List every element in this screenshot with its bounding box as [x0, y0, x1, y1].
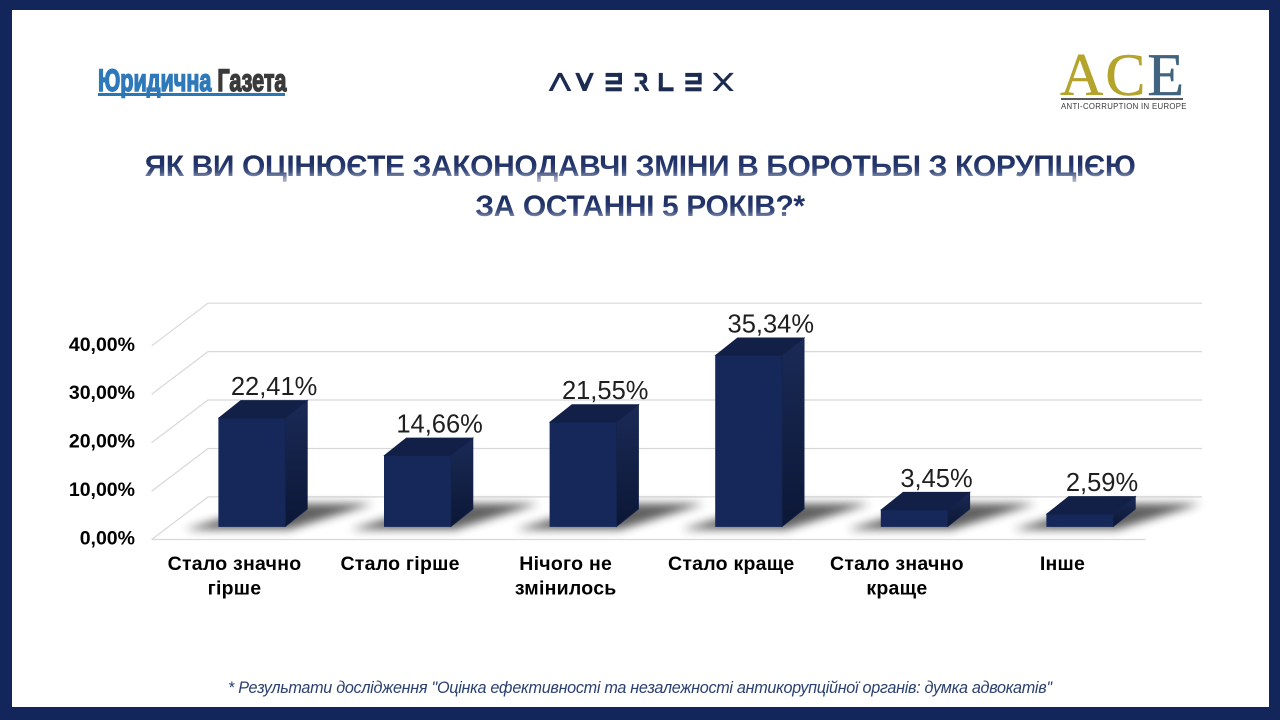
svg-text:22,41%: 22,41% — [231, 373, 318, 401]
svg-text:40,00%: 40,00% — [69, 334, 135, 356]
svg-text:3,45%: 3,45% — [900, 465, 972, 493]
svg-text:14,66%: 14,66% — [396, 411, 483, 439]
svg-text:20,00%: 20,00% — [69, 431, 135, 453]
svg-text:30,00%: 30,00% — [69, 382, 135, 404]
svg-text:21,55%: 21,55% — [562, 377, 649, 405]
svg-text:0,00%: 0,00% — [80, 528, 135, 550]
svg-text:Стало краще: Стало краще — [668, 553, 795, 575]
svg-text:35,34%: 35,34% — [728, 310, 815, 338]
svg-text:10,00%: 10,00% — [69, 479, 135, 501]
svg-text:Інше: Інше — [1040, 553, 1085, 575]
svg-text:Стало гірше: Стало гірше — [340, 553, 459, 575]
svg-text:2,59%: 2,59% — [1066, 469, 1138, 497]
